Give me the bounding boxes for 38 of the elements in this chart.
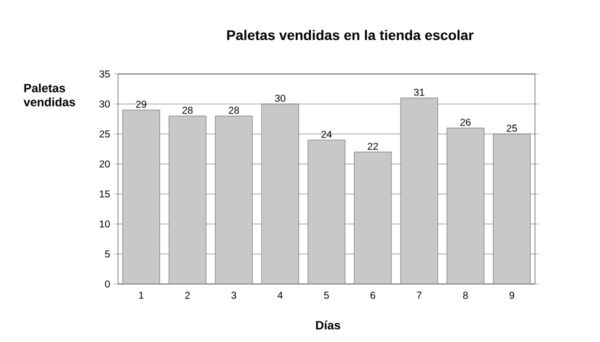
bar xyxy=(493,134,531,284)
bar xyxy=(168,116,206,284)
y-tick-label: 35 xyxy=(99,70,110,78)
x-tick-label: 8 xyxy=(463,292,468,299)
data-label: 22 xyxy=(368,142,378,150)
y-tick-label: 30 xyxy=(99,100,110,108)
chart-title: Paletas vendidas en la tienda escolar xyxy=(227,30,474,40)
x-tick-label: 4 xyxy=(278,292,283,299)
x-tick-label: 6 xyxy=(370,292,376,299)
x-axis-title: Días xyxy=(316,320,340,330)
x-tick-label: 7 xyxy=(416,292,422,299)
x-tick-label: 1 xyxy=(139,292,144,299)
data-label: 26 xyxy=(460,118,471,126)
x-tick-label: 3 xyxy=(231,292,236,299)
data-label: 30 xyxy=(274,94,286,102)
data-label: 29 xyxy=(136,100,146,108)
data-label: 28 xyxy=(182,106,193,114)
y-tick-label: 15 xyxy=(100,190,110,198)
data-label: 25 xyxy=(506,124,517,132)
y-tick-label: 0 xyxy=(105,280,110,288)
y-axis-title: Paletas vendidas xyxy=(24,84,76,106)
x-tick-label: 5 xyxy=(324,292,329,299)
bar xyxy=(215,116,253,284)
bar xyxy=(446,128,484,284)
bar xyxy=(308,140,346,284)
y-tick-label: 10 xyxy=(100,220,110,228)
x-tick-label: 2 xyxy=(185,292,190,299)
bar xyxy=(122,110,160,284)
y-tick-label: 20 xyxy=(100,160,110,168)
bar xyxy=(400,98,438,284)
bar xyxy=(261,104,299,284)
data-label: 24 xyxy=(321,130,332,138)
bar xyxy=(354,152,392,284)
x-tick-label: 9 xyxy=(510,292,514,299)
data-label: 31 xyxy=(414,88,424,96)
y-tick-label: 25 xyxy=(100,130,110,138)
y-tick-label: 5 xyxy=(105,250,110,258)
data-label: 28 xyxy=(228,106,239,114)
